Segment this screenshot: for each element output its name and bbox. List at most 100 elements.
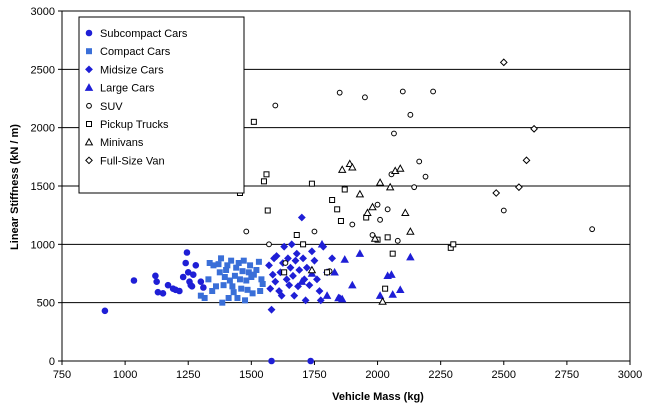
legend-box bbox=[78, 16, 245, 194]
point-pickup-trucks bbox=[300, 241, 307, 248]
point-large-cars bbox=[396, 285, 405, 294]
point-minivans bbox=[401, 208, 410, 217]
point-suv bbox=[394, 237, 401, 244]
legend-label-midsize-cars: Midsize Cars bbox=[100, 64, 164, 76]
point-compact-cars bbox=[239, 268, 246, 275]
point-midsize-cars bbox=[280, 242, 289, 251]
point-pickup-trucks bbox=[260, 178, 267, 185]
point-suv bbox=[416, 158, 423, 165]
point-subcompact-cars bbox=[197, 278, 205, 285]
point-pickup-trucks bbox=[341, 186, 348, 193]
x-tick-label: 1250 bbox=[176, 369, 200, 381]
y-tick-label: 3000 bbox=[31, 6, 55, 18]
x-tick-label: 3000 bbox=[618, 369, 642, 381]
point-midsize-cars bbox=[316, 296, 325, 305]
point-midsize-cars bbox=[289, 271, 297, 280]
point-midsize-cars bbox=[313, 275, 321, 284]
point-large-cars bbox=[322, 291, 332, 299]
point-compact-cars bbox=[221, 274, 228, 280]
point-subcompact-cars bbox=[152, 272, 159, 280]
point-large-cars bbox=[337, 294, 347, 303]
point-suv bbox=[336, 89, 343, 96]
point-compact-cars bbox=[220, 282, 227, 289]
point-subcompact-cars bbox=[101, 307, 109, 315]
point-compact-cars bbox=[253, 267, 260, 273]
point-compact-cars bbox=[243, 277, 250, 284]
point-full-size-van bbox=[530, 124, 538, 133]
point-subcompact-cars bbox=[192, 262, 200, 269]
point-midsize-cars bbox=[295, 266, 304, 274]
point-midsize-cars bbox=[284, 254, 292, 263]
legend-label-suv: SUV bbox=[100, 101, 123, 113]
point-compact-cars bbox=[231, 272, 238, 279]
point-compact-cars bbox=[212, 283, 219, 290]
point-subcompact-cars bbox=[183, 249, 191, 256]
point-pickup-trucks bbox=[384, 234, 391, 241]
point-midsize-cars bbox=[301, 296, 310, 305]
point-midsize-cars bbox=[265, 261, 273, 270]
x-tick-label: 750 bbox=[53, 369, 71, 381]
y-tick-label: 500 bbox=[37, 298, 55, 310]
point-midsize-cars bbox=[328, 254, 337, 263]
point-large-cars bbox=[340, 255, 349, 263]
point-minivans bbox=[385, 182, 395, 191]
point-large-cars bbox=[406, 252, 415, 261]
point-suv bbox=[266, 241, 272, 248]
point-subcompact-cars bbox=[179, 273, 187, 281]
point-suv bbox=[272, 102, 279, 109]
point-minivans bbox=[396, 164, 405, 172]
y-tick-label: 1500 bbox=[31, 181, 55, 193]
point-compact-cars bbox=[238, 285, 245, 292]
point-pickup-trucks bbox=[334, 206, 341, 213]
x-tick-label: 1500 bbox=[239, 369, 263, 381]
point-midsize-cars bbox=[310, 256, 319, 265]
point-minivans bbox=[370, 234, 380, 242]
x-tick-label: 1000 bbox=[113, 369, 137, 381]
point-full-size-van bbox=[499, 58, 508, 67]
point-minivans bbox=[378, 297, 387, 305]
x-axis-title: Vehicle Mass (kg) bbox=[332, 391, 424, 403]
point-compact-cars bbox=[225, 295, 232, 301]
point-compact-cars bbox=[249, 290, 256, 297]
point-full-size-van bbox=[522, 156, 531, 165]
point-subcompact-cars bbox=[176, 287, 183, 295]
point-pickup-trucks bbox=[329, 197, 336, 203]
point-subcompact-cars bbox=[189, 271, 197, 278]
point-suv bbox=[589, 226, 596, 233]
point-subcompact-cars bbox=[164, 281, 172, 289]
point-suv bbox=[430, 88, 436, 95]
point-midsize-cars bbox=[268, 270, 277, 279]
point-midsize-cars bbox=[287, 240, 296, 249]
point-full-size-van bbox=[515, 183, 523, 192]
point-pickup-trucks bbox=[308, 180, 315, 187]
point-pickup-trucks bbox=[263, 171, 270, 178]
point-pickup-trucks bbox=[281, 269, 288, 276]
point-compact-cars bbox=[201, 295, 208, 301]
x-tick-label: 1750 bbox=[302, 369, 326, 381]
point-midsize-cars bbox=[292, 249, 301, 258]
legend-marker-subcompact-cars bbox=[85, 29, 93, 37]
point-large-cars bbox=[317, 239, 327, 248]
point-minivans bbox=[355, 189, 365, 198]
point-large-cars bbox=[387, 270, 396, 278]
point-midsize-cars bbox=[308, 247, 316, 256]
legend-marker-minivans bbox=[84, 137, 94, 146]
legend-marker-full-size-van bbox=[85, 156, 93, 165]
points-layer bbox=[101, 58, 596, 365]
point-subcompact-cars bbox=[307, 357, 314, 365]
point-midsize-cars bbox=[290, 291, 299, 300]
point-midsize-cars bbox=[267, 305, 276, 314]
point-subcompact-cars bbox=[188, 283, 196, 290]
point-subcompact-cars bbox=[268, 357, 275, 365]
point-midsize-cars bbox=[271, 277, 280, 286]
x-tick-label: 2000 bbox=[365, 369, 389, 381]
y-tick-label: 0 bbox=[49, 356, 55, 368]
point-compact-cars bbox=[209, 288, 216, 294]
point-midsize-cars bbox=[315, 287, 324, 295]
y-axis-title: Linear Stiffness (kN / m) bbox=[9, 124, 21, 250]
point-suv bbox=[399, 88, 406, 95]
point-compact-cars bbox=[247, 262, 254, 269]
point-midsize-cars bbox=[291, 256, 300, 265]
point-midsize-cars bbox=[285, 281, 294, 290]
